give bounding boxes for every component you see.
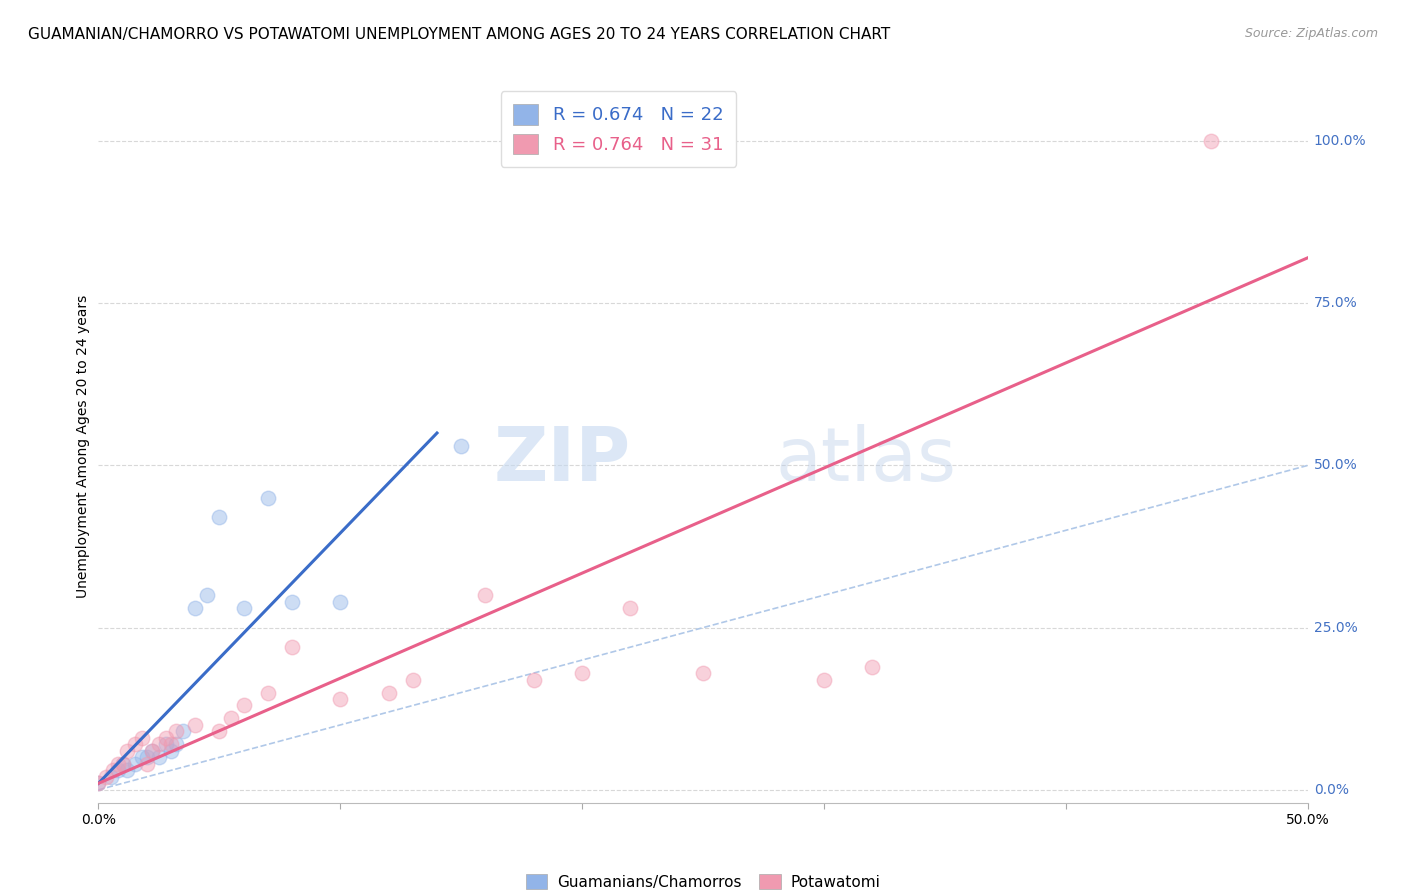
Point	[87, 776, 110, 790]
Point	[208, 724, 231, 739]
Point	[131, 731, 153, 745]
Point	[107, 764, 129, 778]
Legend: Guamanians/Chamorros, Potawatomi: Guamanians/Chamorros, Potawatomi	[520, 868, 886, 892]
Point	[87, 776, 110, 790]
Point	[148, 750, 170, 764]
Point	[94, 770, 117, 784]
Point	[111, 756, 134, 771]
Point	[107, 756, 129, 771]
Point	[117, 744, 139, 758]
Point	[165, 724, 187, 739]
Point	[232, 698, 254, 713]
Text: 75.0%: 75.0%	[1313, 296, 1357, 310]
Point	[523, 673, 546, 687]
Point	[402, 673, 425, 687]
Point	[377, 685, 399, 699]
Point	[160, 738, 183, 752]
Point	[232, 601, 254, 615]
Point	[860, 659, 883, 673]
Point	[281, 640, 304, 654]
Point	[124, 756, 146, 771]
Text: GUAMANIAN/CHAMORRO VS POTAWATOMI UNEMPLOYMENT AMONG AGES 20 TO 24 YEARS CORRELAT: GUAMANIAN/CHAMORRO VS POTAWATOMI UNEMPLO…	[28, 27, 890, 42]
Point	[619, 601, 641, 615]
Point	[117, 764, 139, 778]
Point	[141, 744, 163, 758]
Point	[155, 731, 177, 745]
Point	[184, 718, 207, 732]
Text: 100.0%: 100.0%	[1313, 134, 1367, 148]
Point	[135, 750, 157, 764]
Point	[450, 439, 472, 453]
Point	[111, 756, 134, 771]
Point	[692, 666, 714, 681]
Point	[131, 750, 153, 764]
Point	[141, 744, 163, 758]
Point	[221, 711, 243, 725]
Point	[100, 770, 122, 784]
Text: atlas: atlas	[776, 424, 956, 497]
Y-axis label: Unemployment Among Ages 20 to 24 years: Unemployment Among Ages 20 to 24 years	[76, 294, 90, 598]
Point	[329, 595, 352, 609]
Point	[184, 601, 207, 615]
Point	[281, 595, 304, 609]
Text: ZIP: ZIP	[494, 424, 630, 497]
Text: 25.0%: 25.0%	[1313, 621, 1357, 634]
Point	[256, 491, 278, 505]
Point	[160, 744, 183, 758]
Point	[329, 692, 352, 706]
Point	[1199, 134, 1222, 148]
Point	[148, 738, 170, 752]
Point	[172, 724, 194, 739]
Point	[101, 764, 124, 778]
Text: 50.0%: 50.0%	[1313, 458, 1357, 473]
Point	[813, 673, 835, 687]
Point	[256, 685, 278, 699]
Point	[124, 738, 146, 752]
Point	[195, 588, 218, 602]
Text: Source: ZipAtlas.com: Source: ZipAtlas.com	[1244, 27, 1378, 40]
Point	[165, 738, 187, 752]
Point	[135, 756, 157, 771]
Point	[155, 738, 177, 752]
Point	[474, 588, 496, 602]
Point	[208, 510, 231, 524]
Text: 0.0%: 0.0%	[1313, 783, 1348, 797]
Point	[571, 666, 593, 681]
